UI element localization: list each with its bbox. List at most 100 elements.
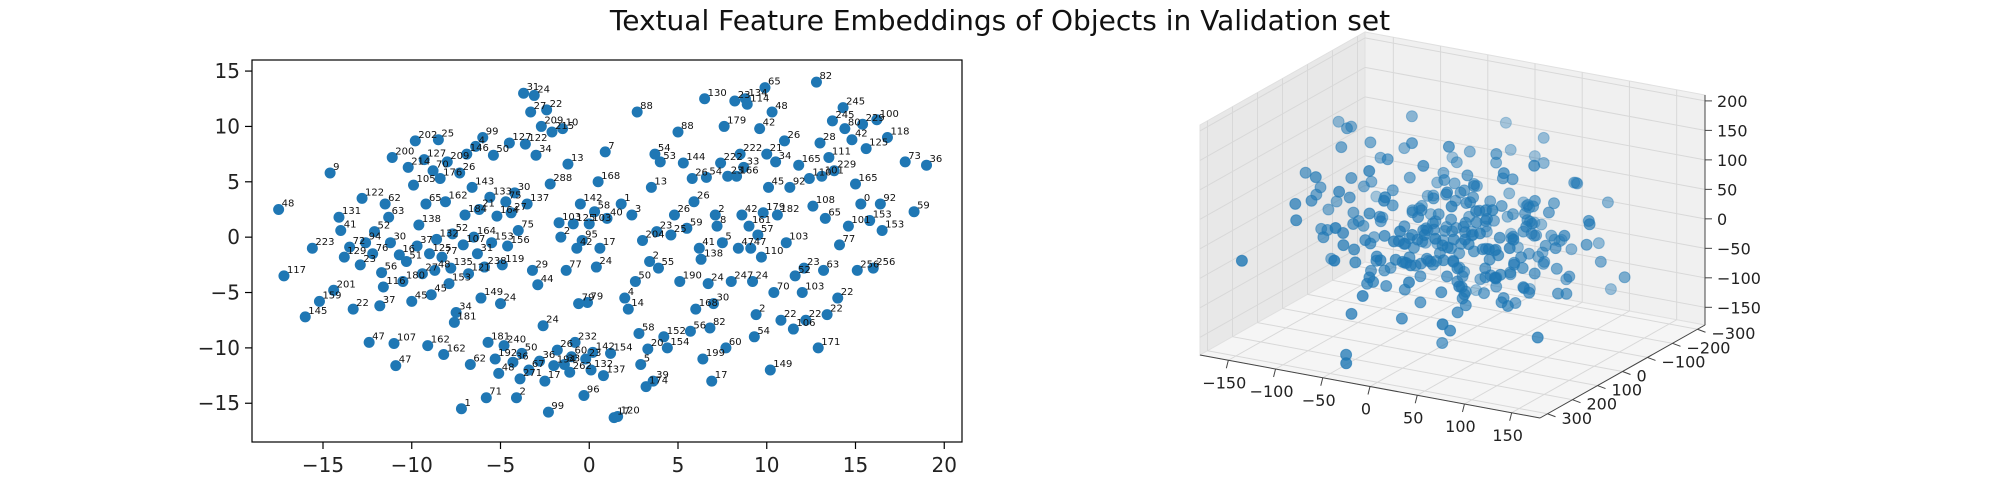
point-label: 142 xyxy=(596,341,615,352)
point-label: 200 xyxy=(395,146,414,157)
point-label: 137 xyxy=(530,193,549,204)
data-point xyxy=(851,264,863,276)
data-point xyxy=(411,240,423,252)
point-label: 25 xyxy=(674,224,687,235)
data-point xyxy=(541,104,553,116)
y-tick-label: 15 xyxy=(215,59,240,83)
data-point xyxy=(562,158,574,170)
data-point xyxy=(1528,159,1541,172)
point-label: 229 xyxy=(837,160,856,171)
data-point xyxy=(338,251,350,263)
point-label: 54 xyxy=(709,166,722,177)
data-point xyxy=(505,207,517,219)
point-label: 174 xyxy=(649,376,668,387)
data-point xyxy=(530,149,542,161)
point-label: 153 xyxy=(885,220,904,231)
data-point xyxy=(1420,252,1433,265)
point-label: 262 xyxy=(573,361,592,372)
data-point xyxy=(1528,267,1541,280)
x-tick-label: −5 xyxy=(486,453,515,477)
data-point xyxy=(1290,214,1303,227)
point-label: 26 xyxy=(697,191,710,202)
data-point xyxy=(1406,137,1418,150)
point-label: 52 xyxy=(456,223,469,234)
point-label: 55 xyxy=(661,257,674,268)
point-label: 34 xyxy=(779,151,792,162)
data-point xyxy=(819,212,831,224)
data-point xyxy=(1530,229,1543,242)
point-label: 63 xyxy=(827,259,840,270)
data-point xyxy=(489,353,501,365)
data-point xyxy=(635,358,647,370)
point-label: 88 xyxy=(640,101,653,112)
data-point xyxy=(768,287,780,299)
point-label: 58 xyxy=(642,322,655,333)
data-point xyxy=(1340,357,1353,370)
point-label: 165 xyxy=(802,154,821,165)
y-tick-mark xyxy=(1697,328,1706,333)
point-label: 33 xyxy=(747,156,760,167)
point-label: 229 xyxy=(866,113,885,124)
data-point xyxy=(498,340,510,352)
data-point xyxy=(629,275,641,287)
point-label: 26 xyxy=(463,162,476,173)
point-label: 110 xyxy=(764,246,783,257)
data-point xyxy=(457,239,469,251)
data-point xyxy=(780,237,792,249)
data-point xyxy=(551,344,563,356)
point-label: 154 xyxy=(670,337,689,348)
point-label: 48 xyxy=(282,198,295,209)
y-tick-label: −15 xyxy=(198,391,240,415)
point-label: 132 xyxy=(594,359,613,370)
point-label: 190 xyxy=(683,270,702,281)
point-label: 30 xyxy=(717,293,730,304)
point-label: 23 xyxy=(589,348,602,359)
point-label: 117 xyxy=(287,265,306,276)
data-point xyxy=(747,275,759,287)
data-point xyxy=(313,295,325,307)
data-point xyxy=(647,375,659,387)
x-tick-mark xyxy=(1320,377,1324,386)
point-label: 144 xyxy=(686,152,705,163)
data-point xyxy=(1486,204,1499,217)
data-point xyxy=(1470,205,1483,218)
data-point xyxy=(455,403,467,415)
point-label: 181 xyxy=(491,331,510,342)
data-point xyxy=(493,367,505,379)
point-label: 70 xyxy=(436,160,449,171)
y-tick-label: −10 xyxy=(198,336,240,360)
data-point xyxy=(729,95,741,107)
grid-line xyxy=(1199,155,1366,250)
data-point xyxy=(1435,286,1448,299)
data-point xyxy=(429,264,441,276)
scatter3d-points xyxy=(1235,110,1631,370)
point-label: 42 xyxy=(745,204,758,215)
point-label: 24 xyxy=(756,270,769,281)
y-tick-mark xyxy=(1672,342,1681,347)
data-point xyxy=(597,370,609,382)
point-label: 156 xyxy=(511,235,530,246)
data-point xyxy=(1499,116,1512,129)
point-label: 23 xyxy=(363,254,376,265)
point-label: 52 xyxy=(377,221,390,232)
data-point xyxy=(1289,197,1302,210)
data-point xyxy=(1537,131,1550,144)
data-point xyxy=(745,242,757,254)
data-point xyxy=(431,233,443,245)
data-point xyxy=(715,157,727,169)
point-label: 149 xyxy=(773,359,792,370)
point-label: 209 xyxy=(544,115,563,126)
point-label: 54 xyxy=(757,326,770,337)
point-label: 103 xyxy=(805,282,824,293)
point-label: 101 xyxy=(825,165,844,176)
data-point xyxy=(512,225,524,237)
data-point xyxy=(1445,200,1458,213)
x-tick-mark xyxy=(1273,368,1277,378)
data-point xyxy=(553,217,565,229)
point-label: 5 xyxy=(725,232,731,243)
point-label: 82 xyxy=(819,71,832,82)
point-label: 125 xyxy=(433,243,452,254)
point-label: 52 xyxy=(798,265,811,276)
data-point xyxy=(1317,231,1330,244)
data-point xyxy=(569,336,581,348)
